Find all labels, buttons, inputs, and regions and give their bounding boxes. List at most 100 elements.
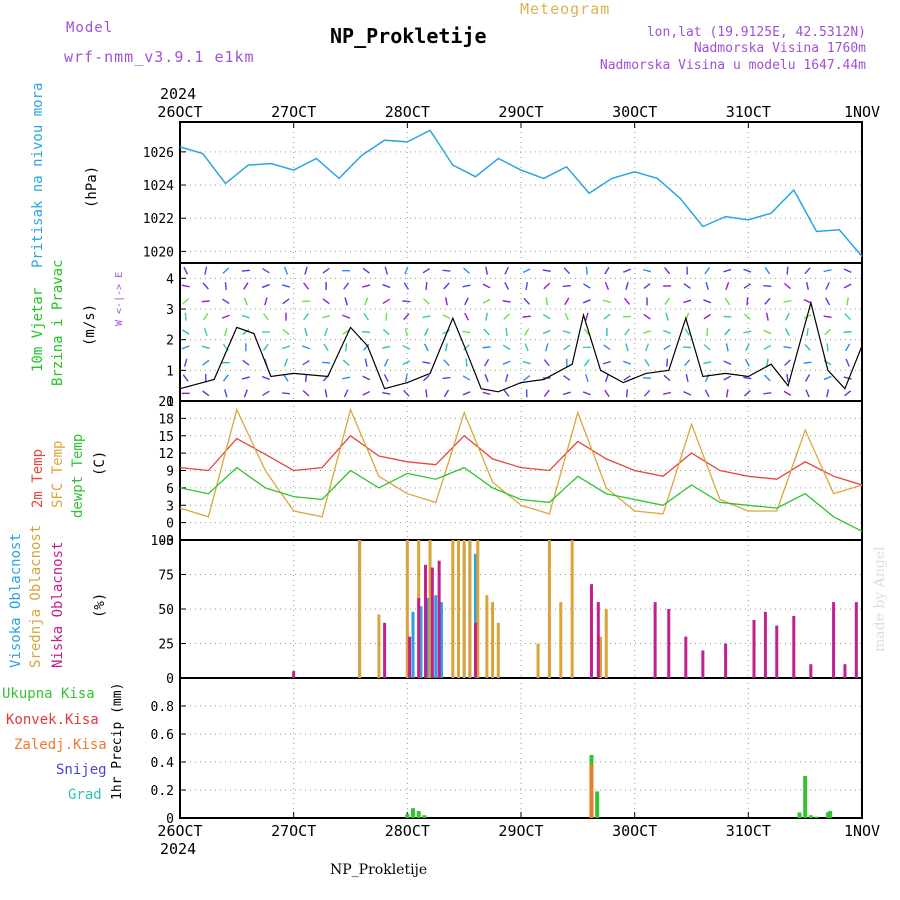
wind-arrow xyxy=(281,392,291,395)
wind-arrow xyxy=(522,315,531,318)
time-axis-top-label: 29OCT xyxy=(498,103,543,121)
y-tick-label: 1 xyxy=(166,364,174,379)
wind-arrow xyxy=(704,389,710,398)
total-rain-bar xyxy=(808,815,813,818)
wind-arrow xyxy=(182,374,189,382)
wind-arrow xyxy=(804,343,811,351)
wind-arrow xyxy=(485,312,488,321)
time-axis-top-label: 31OCT xyxy=(726,103,771,121)
time-axis-bottom-label: 31OCT xyxy=(726,822,771,840)
time-axis-bottom-label: 30OCT xyxy=(612,822,657,840)
wind-arrow xyxy=(504,266,510,275)
wind-arrow xyxy=(663,329,672,335)
wind-arrow xyxy=(424,328,429,336)
wind-arrow xyxy=(783,299,792,303)
y-tick-label: 21 xyxy=(158,395,174,410)
wind-arrow xyxy=(403,389,410,397)
wind-arrow xyxy=(564,297,570,306)
wind-arrow xyxy=(224,327,228,337)
wind-arrow xyxy=(665,312,669,321)
wind-arrow xyxy=(583,328,590,336)
wind-arrow xyxy=(724,297,731,306)
wind-arrow xyxy=(384,266,389,275)
y-tick-label: 1020 xyxy=(143,245,174,260)
wind-arrow xyxy=(784,328,790,336)
wind-arrow xyxy=(203,312,209,321)
wind-arrow xyxy=(843,283,852,289)
wind-arrow xyxy=(786,266,789,275)
wind-arrow xyxy=(281,284,291,288)
wind-arrow xyxy=(843,268,852,273)
time-axis-top-label: 27OCT xyxy=(271,103,316,121)
wind-arrow xyxy=(743,376,752,380)
time-axis-bottom-label: 27OCT xyxy=(271,822,316,840)
wind-arrow xyxy=(222,374,229,382)
wind-arrow xyxy=(644,358,650,367)
low-cloud-bar xyxy=(843,664,847,678)
y-tick-label: 18 xyxy=(158,412,174,427)
wind-arrow xyxy=(363,312,369,321)
wind-arrow xyxy=(324,328,329,336)
wind-arrow xyxy=(723,375,732,381)
legend-frozen-rain: Zaledj.Kisa xyxy=(14,737,107,753)
time-axis-bottom-label: 28OCT xyxy=(385,822,430,840)
mid-cloud-bar xyxy=(405,540,409,678)
wind-arrow xyxy=(663,391,672,395)
low-cloud-bar xyxy=(417,597,421,678)
wind-arrow xyxy=(562,330,571,334)
wind-arrow xyxy=(645,343,650,352)
wind-arrow xyxy=(562,391,571,396)
wind-arrow xyxy=(643,330,652,334)
wind-arrow xyxy=(242,359,250,366)
wind-arrow xyxy=(763,285,772,287)
wind-arrow xyxy=(685,373,689,383)
wind-arrow xyxy=(443,282,450,290)
wind-arrow xyxy=(643,313,651,320)
wind-arrow xyxy=(502,344,511,350)
wind-arrow xyxy=(222,298,230,305)
wind-arrow xyxy=(302,345,311,350)
wind-arrow xyxy=(604,282,610,290)
wind-arrow xyxy=(843,330,852,334)
low-cloud-bar xyxy=(589,584,593,678)
wind-arrow xyxy=(383,374,389,382)
wind-arrow xyxy=(683,299,692,304)
wind-arrow xyxy=(342,359,350,366)
y-tick-label: 1022 xyxy=(143,212,174,227)
wind-arrow xyxy=(563,267,571,275)
wind-arrow xyxy=(766,358,769,367)
low-cloud-bar xyxy=(775,625,779,678)
wind-arrow xyxy=(281,345,291,350)
model-name: wrf-nmm_v3.9.1 e1km xyxy=(64,48,255,66)
low-cloud-bar xyxy=(854,602,858,678)
wind-arrow xyxy=(345,343,348,352)
wind-arrow xyxy=(723,315,732,318)
wind-arrow xyxy=(524,343,529,352)
wind-arrow xyxy=(626,389,628,398)
mid-cloud-bar xyxy=(485,595,489,678)
wind-arrow xyxy=(322,314,331,319)
wind-arrow xyxy=(522,360,531,365)
wind-arrow xyxy=(545,297,548,306)
wind-arrow xyxy=(763,392,772,395)
wind-arrow xyxy=(725,389,729,398)
wind-arrow xyxy=(664,267,671,275)
wind-arrow xyxy=(723,268,732,273)
wind-arrow xyxy=(362,375,371,381)
wind-arrow xyxy=(703,361,712,365)
low-cloud-bar xyxy=(792,615,796,678)
wind-arrow xyxy=(783,346,792,349)
y-tick-label: 4 xyxy=(166,272,174,287)
wind-arrow xyxy=(525,281,529,291)
wind-arrow xyxy=(683,391,692,396)
wind-arrow xyxy=(442,376,451,380)
temp-2m-line xyxy=(179,434,863,486)
total-rain-bar xyxy=(405,813,410,818)
y-tick-label: 15 xyxy=(158,430,174,445)
wind-arrow xyxy=(844,313,851,321)
wind-arrow xyxy=(482,283,491,289)
footer-title: NP_Prokletije xyxy=(330,862,428,878)
wind-arrow xyxy=(803,299,812,304)
total-rain-bar xyxy=(422,815,427,818)
y-tick-label: 0 xyxy=(166,395,174,410)
